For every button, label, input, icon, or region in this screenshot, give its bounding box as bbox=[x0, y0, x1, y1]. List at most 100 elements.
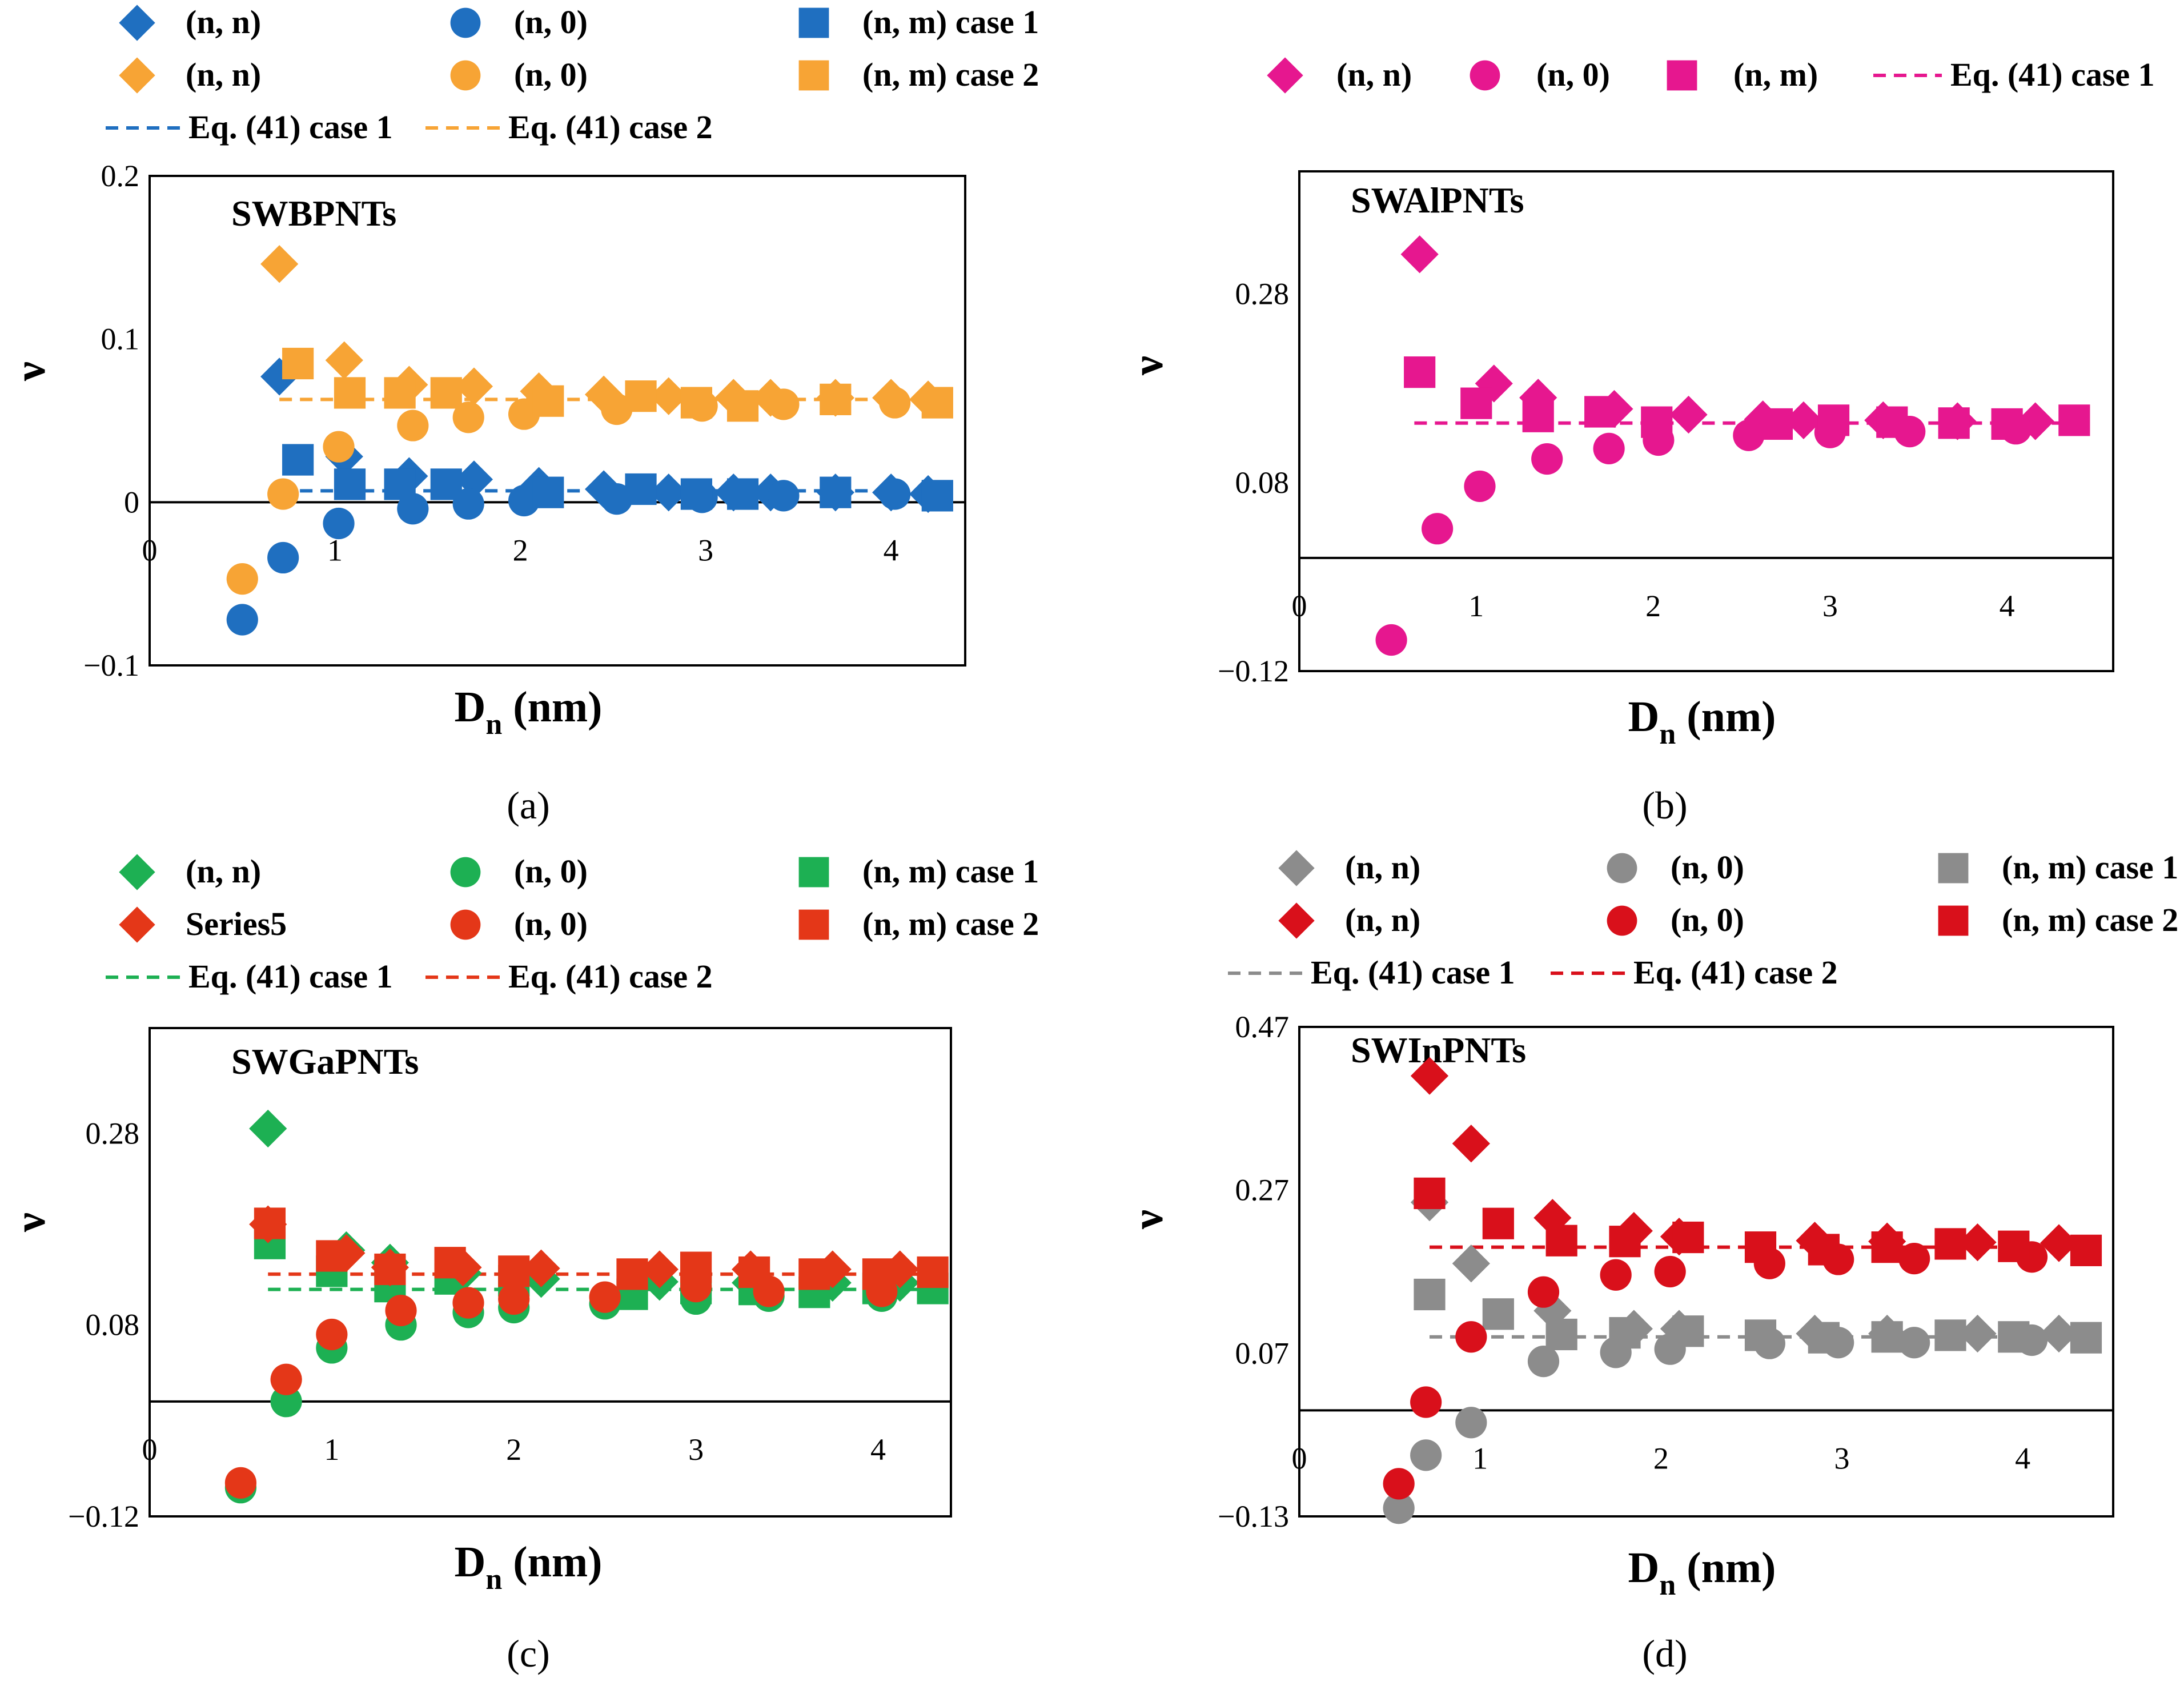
data-point bbox=[1808, 1322, 1840, 1354]
data-point bbox=[1452, 1125, 1490, 1163]
y-tick-label: 0.08 bbox=[1235, 465, 1290, 500]
data-point bbox=[430, 468, 462, 500]
data-point bbox=[601, 483, 633, 515]
data-point bbox=[1482, 1298, 1514, 1330]
data-point bbox=[1744, 1319, 1777, 1351]
legend-marker bbox=[119, 906, 155, 943]
legend-marker bbox=[450, 909, 481, 940]
x-tick-label: 4 bbox=[884, 533, 899, 567]
data-point bbox=[680, 387, 713, 419]
legend-marker bbox=[450, 857, 481, 888]
x-axis-label-subscript: n bbox=[1659, 1569, 1676, 1601]
y-tick-label: 0.07 bbox=[1235, 1336, 1290, 1370]
legend-label: (n, n) bbox=[186, 56, 261, 93]
plot-frame bbox=[148, 175, 966, 667]
data-point bbox=[1400, 235, 1439, 274]
data-point bbox=[1876, 406, 1908, 438]
panel-b: −0.12 0.08 0.28 0 1 2 3 4 SWAlPNTs ν Dn (nm) (b) (n,… bbox=[1124, 56, 2155, 827]
legend-label: Eq. (41) case 2 bbox=[1633, 954, 1838, 991]
data-point bbox=[1784, 401, 1823, 439]
legend-label: (n, m) case 1 bbox=[2002, 849, 2178, 886]
data-point bbox=[2058, 404, 2090, 436]
x-tick-label: 0 bbox=[1292, 1441, 1307, 1475]
data-point bbox=[267, 478, 299, 510]
plot-frame bbox=[1298, 170, 2114, 672]
panel-caption: (c) bbox=[507, 1632, 549, 1675]
data-point bbox=[1641, 406, 1673, 438]
legend-label: (n, m) case 1 bbox=[862, 3, 1039, 41]
data-point bbox=[384, 377, 416, 409]
legend-marker bbox=[1267, 57, 1303, 94]
data-point bbox=[589, 1281, 621, 1313]
legend-label: (n, 0) bbox=[514, 853, 588, 890]
y-tick-label: 0.2 bbox=[101, 159, 140, 193]
data-point bbox=[452, 1287, 484, 1319]
x-axis-label-unit: (nm) bbox=[502, 1538, 602, 1586]
panel-title: SWBPNTs bbox=[231, 193, 396, 234]
legend-marker bbox=[1607, 905, 1637, 936]
x-axis-label-main: D bbox=[1628, 1544, 1659, 1592]
x-axis-label-unit: (nm) bbox=[1676, 693, 1776, 741]
data-point bbox=[323, 431, 355, 463]
data-point bbox=[1527, 1346, 1560, 1378]
data-point bbox=[1482, 1207, 1514, 1239]
legend: (n, n) (n, 0) (n, m) Eq. (41) case 1 bbox=[1267, 56, 2155, 94]
legend: (n, n) (n, 0) (n, m) case 1 Series5 (n, 0) (n… bbox=[106, 853, 1039, 995]
x-tick-label: 4 bbox=[2000, 589, 2015, 623]
data-point bbox=[1375, 624, 1407, 656]
data-point bbox=[374, 1253, 406, 1286]
data-point bbox=[1464, 470, 1496, 503]
legend: (n, n) (n, 0) (n, m) case 1 (n, n) (n, 0) (n,… bbox=[1228, 849, 2178, 991]
legend-label: Eq. (41) case 1 bbox=[188, 958, 393, 995]
data-point bbox=[325, 341, 363, 379]
x-tick-label: 3 bbox=[1834, 1441, 1850, 1475]
data-point bbox=[498, 1283, 530, 1315]
data-point bbox=[226, 563, 258, 595]
x-axis-label-subscript: n bbox=[485, 1563, 502, 1596]
legend-label: Eq. (41) case 2 bbox=[508, 958, 713, 995]
legend-marker bbox=[119, 854, 155, 890]
y-tick-label: −0.12 bbox=[1218, 654, 1289, 688]
data-point bbox=[1958, 1314, 1997, 1353]
data-point bbox=[532, 385, 564, 417]
data-point bbox=[738, 1256, 770, 1288]
data-point bbox=[260, 245, 299, 283]
data-point bbox=[282, 347, 314, 380]
data-point bbox=[2070, 1322, 2102, 1354]
y-tick-label: 0.27 bbox=[1235, 1173, 1290, 1207]
data-point bbox=[316, 1240, 348, 1272]
data-point bbox=[1404, 356, 1436, 388]
data-point bbox=[1654, 1255, 1686, 1288]
legend-label: Eq. (41) case 1 bbox=[1950, 56, 2155, 93]
legend-marker bbox=[798, 7, 829, 38]
data-point bbox=[649, 473, 688, 512]
data-point bbox=[1455, 1407, 1487, 1439]
x-axis-label: Dn (nm) bbox=[454, 1538, 602, 1596]
data-point bbox=[1998, 1321, 2030, 1353]
legend-label: (n, 0) bbox=[1536, 56, 1610, 93]
data-point bbox=[1455, 1321, 1487, 1353]
data-point bbox=[649, 377, 688, 415]
x-tick-label: 3 bbox=[698, 533, 713, 567]
x-tick-label: 3 bbox=[1822, 589, 1838, 623]
legend-label: (n, n) bbox=[186, 3, 261, 41]
legend-marker bbox=[119, 5, 155, 41]
data-point bbox=[1744, 1231, 1777, 1263]
x-tick-label: 1 bbox=[1468, 589, 1484, 623]
data-point bbox=[522, 1249, 560, 1287]
data-point bbox=[1410, 1439, 1442, 1471]
data-point bbox=[1452, 1245, 1490, 1283]
data-point bbox=[1871, 1231, 1903, 1263]
data-point bbox=[1383, 1492, 1415, 1524]
data-point bbox=[334, 377, 366, 409]
data-point bbox=[385, 1294, 417, 1327]
legend-marker bbox=[119, 57, 155, 94]
data-point bbox=[1522, 400, 1554, 432]
data-point bbox=[1672, 1221, 1704, 1254]
legend-marker bbox=[1278, 850, 1315, 886]
x-axis-label-subscript: n bbox=[1659, 718, 1676, 750]
panel-title: SWGaPNTs bbox=[231, 1041, 419, 1082]
panel-caption: (b) bbox=[1642, 784, 1687, 827]
